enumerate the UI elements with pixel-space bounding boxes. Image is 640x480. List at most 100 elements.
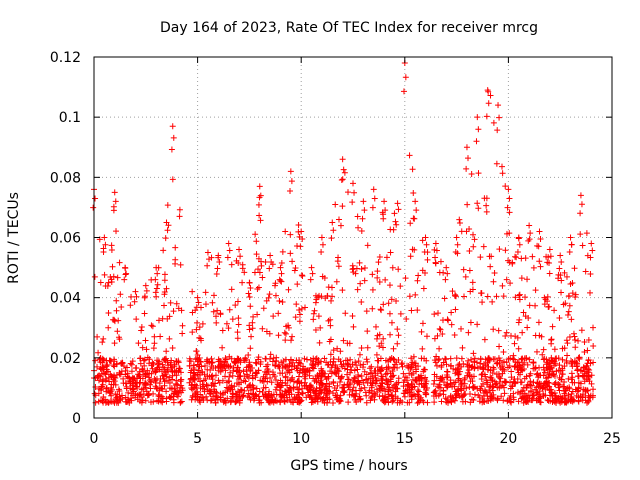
data-point [382,276,389,283]
data-point [226,384,233,391]
data-point [477,356,484,363]
data-point [129,386,136,393]
data-point [361,264,368,271]
data-point [137,355,144,362]
data-point [363,399,370,406]
data-point [431,377,438,384]
data-point [105,279,112,286]
data-point [286,369,293,376]
data-point [371,396,378,403]
data-point [504,364,511,371]
data-point [417,394,424,401]
data-point [393,379,400,386]
data-point [572,336,579,343]
data-point [442,356,449,363]
data-point [488,374,495,381]
data-point [556,362,563,369]
data-point [252,359,259,366]
data-point [465,329,472,336]
data-point [516,292,523,299]
data-point [511,363,518,370]
data-point [325,317,332,324]
data-point [197,378,204,385]
data-point [99,339,106,346]
data-point [301,355,308,362]
data-point [124,396,131,403]
data-point [483,113,490,120]
data-point [90,204,97,211]
data-point [521,390,528,397]
data-point [408,307,415,314]
data-point [474,200,481,207]
data-point [485,397,492,404]
data-point [213,313,220,320]
data-point [215,377,222,384]
data-point [319,273,326,280]
data-point [120,380,127,387]
data-point [253,251,260,258]
data-point [452,248,459,255]
data-point [547,253,554,260]
data-point [100,364,107,371]
data-point [219,344,226,351]
data-point [390,345,397,352]
data-point [355,358,362,365]
data-point [92,195,99,202]
data-point [385,300,392,307]
data-point [266,291,273,298]
data-point [385,365,392,372]
data-point [255,266,262,273]
data-point [287,188,294,195]
data-point [108,358,115,365]
data-point [516,296,523,303]
data-point [501,367,508,374]
data-point [247,368,254,375]
data-point [299,272,306,279]
data-point [212,380,219,387]
data-point [353,362,360,369]
data-point [365,375,372,382]
data-point [359,377,366,384]
data-point [539,351,546,358]
data-point [501,378,508,385]
data-point [527,370,534,377]
data-point [392,218,399,225]
data-point [403,315,410,322]
data-point [579,242,586,249]
data-point [264,378,271,385]
data-point [395,332,402,339]
data-point [173,372,180,379]
data-point [176,206,183,213]
data-point [364,358,371,365]
data-point [583,230,590,237]
data-point [512,253,519,260]
data-point [146,370,153,377]
data-point [149,323,156,330]
data-point [567,234,574,241]
data-point [345,384,352,391]
data-point [310,365,317,372]
data-point [555,355,562,362]
data-point [536,388,543,395]
data-point [536,395,543,402]
data-point [538,333,545,340]
data-point [339,203,346,210]
data-point [406,152,413,159]
data-point [297,360,304,367]
data-point [337,358,344,365]
data-point [377,306,384,313]
data-point [552,355,559,362]
data-point [262,394,269,401]
data-point [116,259,123,266]
data-point [483,208,490,215]
data-point [272,386,279,393]
data-point [241,269,248,276]
data-point [250,384,257,391]
data-point [406,399,413,406]
data-point [558,398,565,405]
data-point [282,330,289,337]
data-point [468,396,475,403]
data-point [564,352,571,359]
data-point [313,379,320,386]
data-point [498,163,505,170]
